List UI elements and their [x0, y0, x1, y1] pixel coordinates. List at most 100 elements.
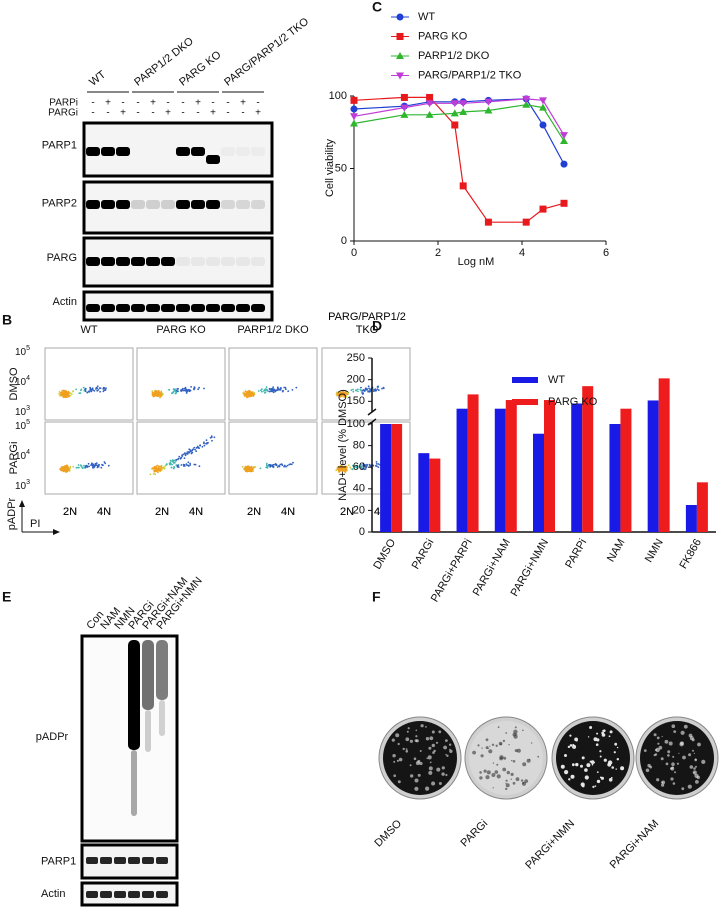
colony: [491, 773, 496, 777]
event-dot: [92, 463, 94, 465]
colony: [581, 756, 585, 760]
bar: [391, 424, 403, 532]
colony: [431, 781, 436, 786]
colony: [510, 772, 514, 777]
event-dot: [151, 394, 154, 396]
treatment-sign: -: [226, 98, 229, 109]
event-dot: [169, 459, 172, 462]
treatment-sign: -: [151, 108, 154, 119]
blot-band: [176, 257, 190, 266]
colony: [505, 783, 510, 788]
bar: [620, 408, 632, 532]
event-dot: [92, 464, 94, 467]
treatment-sign: +: [165, 108, 171, 119]
event-dot: [338, 467, 341, 470]
event-dot: [352, 464, 354, 467]
blot-band: [176, 200, 190, 209]
x-tick-label: 2: [435, 247, 441, 259]
event-dot: [69, 392, 72, 394]
event-dot: [277, 388, 280, 391]
panel-letter: D: [372, 318, 382, 334]
event-dot: [174, 390, 177, 393]
blot-band: [156, 891, 168, 898]
event-dot: [102, 388, 105, 390]
event-dot: [362, 465, 365, 467]
y-tick-label: 0: [359, 526, 365, 538]
colony: [616, 746, 619, 749]
panel-letter: E: [2, 589, 11, 605]
blot-band: [236, 147, 250, 156]
colony: [413, 757, 417, 760]
colony: [397, 742, 400, 746]
colony: [428, 746, 432, 750]
legend-label: WT: [418, 11, 435, 23]
colony: [590, 760, 595, 764]
event-dot: [102, 464, 104, 467]
event-dot: [66, 468, 69, 471]
event-dot: [188, 390, 191, 393]
event-dot: [180, 390, 183, 392]
smear: [156, 640, 168, 700]
colony: [586, 763, 591, 768]
blot-band: [251, 200, 265, 209]
colony: [438, 730, 442, 734]
colony: [505, 732, 508, 734]
colony: [672, 755, 675, 758]
colony: [653, 733, 657, 737]
y-tick-label: 250: [347, 352, 365, 364]
colony: [603, 729, 606, 732]
event-dot: [190, 386, 193, 388]
y-tick-label: 150: [347, 395, 365, 407]
event-dot: [197, 446, 200, 449]
colony: [393, 774, 397, 777]
event-dot: [187, 464, 190, 467]
event-dot: [172, 391, 175, 394]
colony: [693, 772, 695, 774]
data-point: [459, 182, 467, 190]
event-dot: [205, 442, 207, 445]
blot-band: [101, 257, 115, 266]
treatment-label: PARPi: [49, 98, 78, 109]
legend-label: WT: [548, 374, 565, 386]
smear-tail: [145, 710, 151, 752]
y-axis-label: Cell viability: [324, 138, 336, 197]
event-dot: [375, 461, 378, 463]
event-dot: [201, 445, 204, 448]
treatment-sign: +: [210, 108, 216, 119]
y-tick-label: 104: [15, 449, 30, 462]
colony: [580, 764, 583, 768]
event-dot: [152, 472, 155, 475]
event-dot: [338, 391, 341, 394]
event-dot: [62, 390, 65, 392]
event-dot: [105, 387, 107, 390]
event-dot: [59, 468, 61, 470]
colony: [599, 750, 602, 753]
colony: [570, 774, 575, 779]
blot-label: PARP2: [42, 197, 77, 209]
x-tick-label: FK866: [677, 537, 704, 571]
blot-label: PARP1: [41, 855, 76, 867]
event-dot: [83, 466, 86, 469]
colony: [608, 735, 611, 738]
event-dot: [364, 468, 367, 470]
event-dot: [376, 388, 379, 390]
x-tick-label: 0: [351, 247, 357, 259]
smear: [128, 640, 140, 750]
colony: [654, 753, 658, 756]
event-dot: [343, 392, 346, 394]
event-dot: [171, 392, 173, 395]
colony: [592, 785, 595, 789]
bar: [658, 378, 670, 532]
event-dot: [60, 469, 63, 472]
colony: [391, 738, 395, 742]
colony: [701, 759, 706, 765]
event-dot: [276, 466, 279, 468]
event-dot: [64, 392, 67, 395]
event-dot: [343, 469, 346, 472]
event-dot: [244, 465, 247, 468]
colony: [414, 778, 419, 783]
event-dot: [58, 393, 60, 395]
event-dot: [349, 466, 352, 469]
colony: [492, 787, 494, 789]
y-tick-label: 104: [15, 375, 30, 388]
